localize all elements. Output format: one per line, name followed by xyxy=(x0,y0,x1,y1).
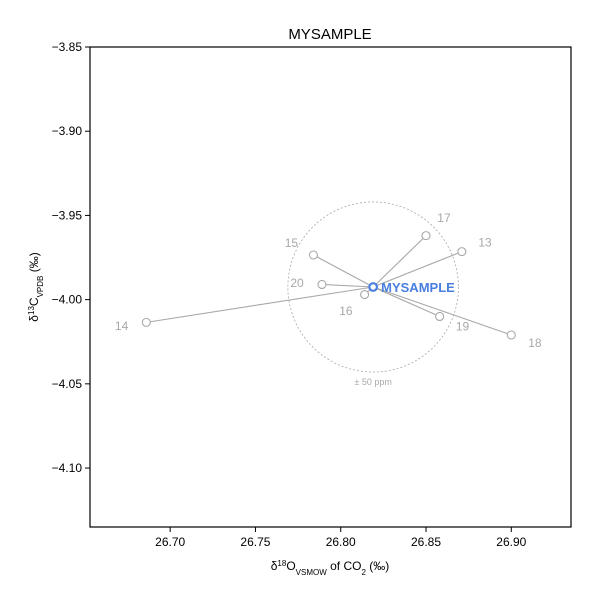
x-tick-label: 26.75 xyxy=(240,535,270,549)
point-label-16: 16 xyxy=(339,304,353,318)
point-link-14 xyxy=(146,286,374,323)
y-axis: −3.85 −3.90 −3.95 −4.00 −4.05 −4.10 xyxy=(52,40,90,475)
x-tick-label: 26.90 xyxy=(496,535,526,549)
data-point-20 xyxy=(317,279,327,290)
data-point-17 xyxy=(421,231,431,241)
plot-frame xyxy=(89,46,572,528)
data-point-13 xyxy=(457,247,467,257)
point-label-15: 15 xyxy=(285,236,299,250)
x-tick-label: 26.70 xyxy=(155,535,185,549)
x-axis: 26.70 26.75 26.80 26.85 26.90 xyxy=(155,527,527,549)
chart-title: MYSAMPLE xyxy=(288,26,371,43)
x-tick-label: 26.80 xyxy=(326,535,356,549)
point-label-14: 14 xyxy=(115,319,129,333)
y-tick-label: −4.00 xyxy=(52,293,83,307)
data-point-19 xyxy=(435,311,445,322)
point-label-20: 20 xyxy=(290,276,304,290)
point-label-18: 18 xyxy=(528,336,542,350)
y-tick-label: −4.10 xyxy=(52,461,83,475)
point-label-19: 19 xyxy=(456,320,470,334)
y-tick-label: −3.95 xyxy=(52,208,83,222)
data-point-14 xyxy=(141,317,151,327)
confidence-ellipse xyxy=(287,201,459,373)
point-label-17: 17 xyxy=(437,211,451,225)
y-axis-label: δ13CVPDB (‰) xyxy=(27,252,45,321)
center-point xyxy=(368,282,379,292)
y-tick-label: −3.85 xyxy=(52,40,83,54)
point-label-13: 13 xyxy=(478,235,492,249)
x-axis-label: δ18OVSMOW of CO2 (‰) xyxy=(271,559,390,577)
point-link-15 xyxy=(313,254,374,288)
y-tick-label: −3.90 xyxy=(52,124,83,138)
data-point-16 xyxy=(360,290,370,300)
point-link-19 xyxy=(372,286,440,317)
center-label: MYSAMPLE xyxy=(381,280,455,295)
x-tick-label: 26.85 xyxy=(411,535,441,549)
point-link-20 xyxy=(321,283,374,288)
data-point-18 xyxy=(506,330,516,340)
ellipse-label: ± 50 ppm xyxy=(354,377,391,387)
point-link-18 xyxy=(372,286,512,336)
point-link-13 xyxy=(372,251,463,288)
plot-area: ± 50 ppm 13 14 15 16 17 18 19 20 MYSAMPLE xyxy=(115,201,542,387)
y-tick-label: −4.05 xyxy=(52,377,83,391)
point-link-17 xyxy=(372,235,427,288)
data-point-15 xyxy=(308,250,318,260)
